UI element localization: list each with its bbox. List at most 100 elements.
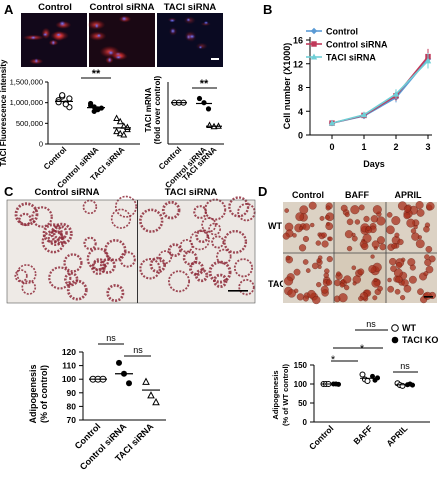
legend-wt-marker xyxy=(391,324,399,332)
growth-ytick-label: 12 xyxy=(293,59,303,69)
c-ytick-label: 70 xyxy=(67,415,77,425)
adipogenesis-treatment-chart: 0 50 100 150 * * ns ns WT TACI KO Adipogene… xyxy=(271,319,438,452)
growth-ytick-label: 16 xyxy=(293,36,303,46)
fluor-point xyxy=(120,130,128,138)
growth-legend-label: Control xyxy=(326,27,358,37)
growth-ylabel: Cell number (X1000) xyxy=(282,43,292,130)
d-bracket-2-label: * xyxy=(360,343,365,355)
d-ylabel-1: Adipogenesis xyxy=(271,370,280,419)
d-bracket-3-label: ns xyxy=(366,319,376,329)
scale-bar xyxy=(211,58,219,60)
fluor-significance: ** xyxy=(92,68,101,80)
fluor-point xyxy=(66,95,73,102)
c-ylabel-2: (% of control) xyxy=(39,365,49,423)
fluor-ylabel: TACI Fluorescence intensity xyxy=(0,59,8,167)
d-wt-point xyxy=(364,377,371,384)
c-point xyxy=(142,377,150,385)
mrna-significance: ** xyxy=(200,78,209,90)
legend-ko-label: TACI KO xyxy=(402,335,438,345)
panel-c-img-label-2: TACI siRNA xyxy=(165,187,218,198)
c-ytick-label: 90 xyxy=(67,388,77,398)
fluor-point xyxy=(116,129,124,137)
d-wt-point xyxy=(399,382,406,389)
c-ytick-label: 120 xyxy=(62,347,76,357)
d-ytick-label: 150 xyxy=(294,361,308,370)
growth-legend-marker xyxy=(310,53,318,60)
c-ytick-label: 100 xyxy=(62,374,76,384)
d-ytick-label: 50 xyxy=(298,399,307,408)
growth-legend-marker xyxy=(311,41,317,47)
growth-point xyxy=(424,57,432,64)
d-bracket-1-label: * xyxy=(331,354,336,366)
growth-ytick-label: 8 xyxy=(298,83,303,93)
growth-xtick-label: 2 xyxy=(393,142,398,152)
panel-a-img-label-1: Control xyxy=(38,2,72,13)
fluor-point xyxy=(113,114,121,121)
panel-a-micrographs xyxy=(21,13,223,67)
c-bracket-2-label: ns xyxy=(133,345,143,355)
c-ytick-label: 110 xyxy=(62,361,76,371)
fluor-point xyxy=(123,123,131,131)
d-category: Control xyxy=(307,423,335,451)
d-col-label-3: APRIL xyxy=(395,190,423,200)
fluor-point xyxy=(113,127,121,135)
mrna-chart: ** TACI mRNA (fold over control) Control… xyxy=(144,75,224,190)
mrna-ylabel-1: TACI mRNA xyxy=(144,87,153,132)
mrna-point xyxy=(205,106,212,112)
c-ylabel-1: Adipogenesis xyxy=(28,364,38,423)
panel-c-img-label-1: Control siRNA xyxy=(35,187,100,198)
growth-xtick-label: 3 xyxy=(425,142,430,152)
growth-xtick-label: 0 xyxy=(329,142,334,152)
fluor-point xyxy=(55,99,62,106)
scale-bar-c xyxy=(228,290,248,292)
fluor-ytick-label: 0 xyxy=(39,140,43,149)
fluor-ytick-label: 1,000,000 xyxy=(10,98,43,107)
d-col-label-1: Control xyxy=(292,190,324,200)
growth-legend-marker xyxy=(310,27,318,35)
fluor-point xyxy=(59,92,66,99)
panel-c-letter: C xyxy=(4,184,14,199)
d-legend: WT TACI KO xyxy=(391,323,438,345)
d-ylabel-2: (% of WT control) xyxy=(281,363,290,426)
fluor-point xyxy=(116,117,124,125)
growth-series-line xyxy=(331,58,429,124)
growth-series-line xyxy=(331,60,429,124)
mrna-point xyxy=(201,100,207,106)
c-bracket-1-label: ns xyxy=(106,333,116,343)
growth-ytick-label: 0 xyxy=(298,131,303,141)
growth-point xyxy=(392,90,400,97)
mrna-ylabel-2: (fold over control) xyxy=(153,75,162,144)
c-point xyxy=(116,359,122,366)
micrograph-c-taci-sirna xyxy=(138,200,255,303)
panel-a-letter: A xyxy=(4,2,14,17)
legend-wt-label: WT xyxy=(402,323,416,333)
fluorescence-chart: 0 500,000 1,000,000 1,500,000 ** TACI Fluor… xyxy=(0,59,140,190)
mrna-point xyxy=(196,95,203,102)
fluor-point xyxy=(88,102,94,109)
c-category: Control siRNA xyxy=(78,421,129,472)
legend-ko-marker xyxy=(391,336,399,344)
panel-d-micrographs xyxy=(282,201,437,305)
growth-legend-label: TACI siRNA xyxy=(326,53,376,63)
d-ytick-label: 100 xyxy=(294,380,308,389)
d-col-label-2: BAFF xyxy=(345,190,369,200)
panel-d-letter: D xyxy=(258,184,267,199)
fluor-point xyxy=(62,101,69,108)
d-wt-point xyxy=(359,371,366,378)
growth-point xyxy=(360,111,368,118)
panel-b-letter: B xyxy=(263,2,272,17)
scale-bar-d xyxy=(424,296,433,298)
growth-ytick-label: 4 xyxy=(298,107,303,117)
d-ko-point xyxy=(370,373,375,379)
c-point xyxy=(147,391,155,399)
c-point xyxy=(152,397,160,406)
panel-c-micrographs xyxy=(6,195,256,304)
fluor-ytick-label: 1,500,000 xyxy=(10,78,43,87)
micrograph-c-control-sirna xyxy=(7,200,137,303)
growth-legend-label: Control siRNA xyxy=(326,40,388,50)
c-ytick-label: 80 xyxy=(67,401,77,411)
panel-a-img-label-2: Control siRNA xyxy=(90,2,155,13)
fluor-category: Control xyxy=(42,145,68,171)
